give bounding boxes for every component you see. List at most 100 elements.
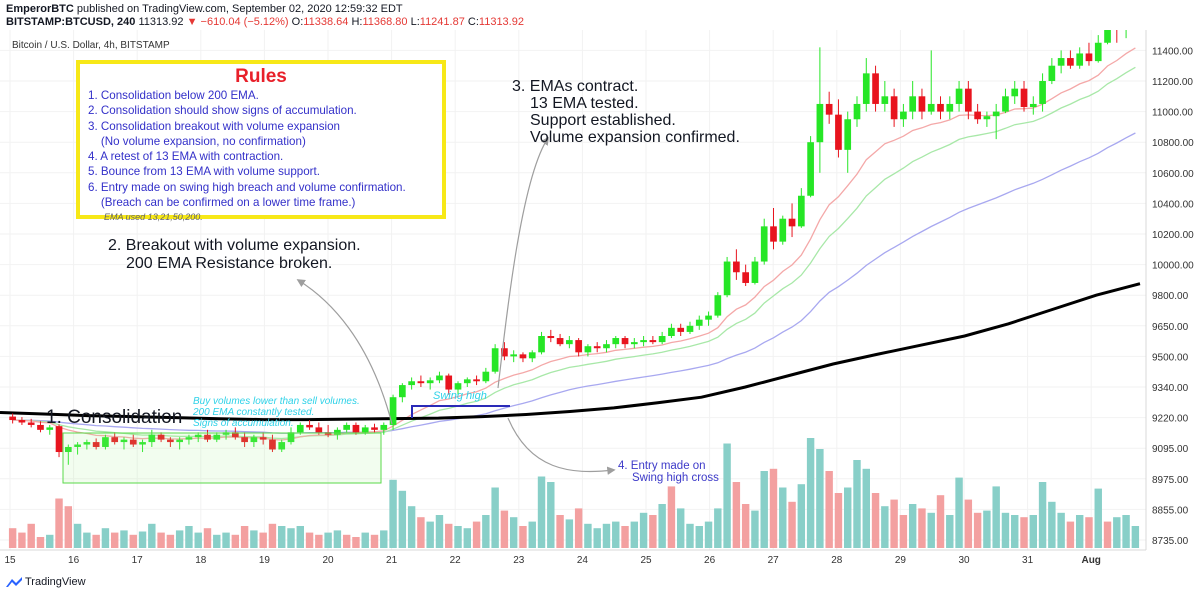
volume-bar bbox=[138, 531, 147, 548]
volume-bar bbox=[667, 486, 676, 548]
ema-note: EMA used 13,21,50,200. bbox=[104, 212, 203, 223]
y-tick-label: 9650.00 bbox=[1152, 322, 1189, 333]
breakout-label-1: 2. Breakout with volume expansion. bbox=[108, 237, 361, 254]
volume-bar bbox=[797, 484, 806, 548]
candle-body bbox=[83, 442, 91, 445]
candle-body bbox=[603, 344, 610, 349]
candle-body bbox=[1048, 65, 1056, 81]
x-tick-label: 21 bbox=[386, 555, 398, 566]
rule-line: 1. Consolidation below 200 EMA. bbox=[88, 89, 259, 102]
candle-body bbox=[779, 218, 787, 242]
y-tick-label: 9800.00 bbox=[1152, 291, 1189, 302]
candle-body bbox=[528, 352, 536, 359]
candle-body bbox=[55, 426, 63, 453]
candle-body bbox=[510, 354, 518, 357]
candle-body bbox=[519, 354, 527, 359]
volume-bar bbox=[612, 521, 620, 548]
volume-bar bbox=[964, 499, 973, 548]
candle-body bbox=[1039, 81, 1046, 104]
x-tick-label: 24 bbox=[577, 555, 589, 566]
candle-body bbox=[167, 439, 174, 443]
x-tick-label: 29 bbox=[895, 555, 907, 566]
volume-bar bbox=[110, 532, 119, 548]
candle-body bbox=[937, 103, 944, 112]
candle-body bbox=[371, 427, 378, 430]
x-tick-label: 16 bbox=[68, 555, 80, 566]
candle-body bbox=[417, 381, 425, 384]
author-name[interactable]: EmperorBTC bbox=[6, 3, 74, 15]
volume-bar bbox=[73, 523, 82, 548]
volume-bar bbox=[287, 528, 295, 548]
x-tick-label: Aug bbox=[1081, 555, 1100, 566]
volume-bar bbox=[946, 515, 954, 548]
volume-bar bbox=[352, 537, 360, 548]
volume-bar bbox=[380, 530, 388, 548]
candle-body bbox=[426, 380, 434, 384]
candle-body bbox=[946, 103, 954, 112]
volume-bar bbox=[630, 521, 639, 548]
volume-bar bbox=[222, 532, 230, 548]
candle-body bbox=[1011, 88, 1019, 97]
candle-body bbox=[231, 432, 239, 438]
tradingview-brand[interactable]: TradingView bbox=[25, 576, 86, 588]
candle-body bbox=[343, 424, 351, 430]
candle-body bbox=[185, 437, 193, 440]
candle-body bbox=[686, 325, 694, 332]
candle-body bbox=[194, 434, 202, 438]
candle-body bbox=[918, 96, 926, 112]
close-label: C: bbox=[467, 16, 479, 28]
candle-body bbox=[473, 379, 480, 382]
y-tick-label: 11000.00 bbox=[1152, 108, 1193, 119]
entry-label-2: Swing high cross bbox=[632, 472, 719, 484]
volume-bar bbox=[983, 510, 991, 548]
volume-bar bbox=[825, 471, 833, 548]
candle-body bbox=[148, 434, 156, 443]
volume-bar bbox=[250, 530, 258, 548]
y-tick-label: 9220.00 bbox=[1152, 414, 1189, 425]
candle-body bbox=[334, 429, 341, 435]
volume-bar bbox=[927, 512, 935, 548]
candle-body bbox=[825, 103, 833, 115]
buy-note-2: 200 EMA constantly tested. bbox=[193, 407, 315, 418]
y-tick-label: 10800.00 bbox=[1152, 138, 1194, 149]
candle-body bbox=[436, 375, 443, 381]
x-tick-label: 25 bbox=[640, 555, 652, 566]
volume-bar bbox=[175, 530, 184, 548]
volume-bar bbox=[714, 508, 722, 548]
candle-body bbox=[853, 103, 861, 120]
volume-bar bbox=[732, 482, 741, 548]
rule-line: 5. Bounce from 13 EMA with volume suppor… bbox=[88, 165, 320, 179]
y-tick-label: 11200.00 bbox=[1152, 77, 1193, 88]
volume-bar bbox=[528, 521, 536, 548]
ema-50-line bbox=[12, 132, 1136, 434]
candle-body bbox=[788, 218, 796, 227]
close-value: 11313.92 bbox=[478, 16, 524, 28]
volume-bar bbox=[315, 534, 323, 548]
candle-body bbox=[157, 434, 165, 440]
volume-bar bbox=[992, 486, 1000, 548]
volume-bar bbox=[639, 512, 648, 548]
candle-body bbox=[955, 88, 963, 104]
candle-body bbox=[760, 226, 768, 262]
volume-bar bbox=[918, 508, 926, 548]
volume-bar bbox=[751, 510, 759, 548]
candle-body bbox=[612, 338, 620, 345]
volume-bar bbox=[853, 460, 861, 548]
y-tick-label: 9340.00 bbox=[1152, 383, 1189, 394]
volume-bar bbox=[36, 537, 45, 548]
low-value: 11241.87 bbox=[419, 16, 465, 28]
volume-bar bbox=[741, 504, 750, 548]
buy-note-1: Buy volumes lower than sell volumes. bbox=[193, 396, 360, 407]
x-tick-label: 28 bbox=[831, 555, 843, 566]
emas-label-4: Volume expansion confirmed. bbox=[530, 129, 740, 146]
ema-13-line bbox=[12, 47, 1136, 441]
volume-bar bbox=[1131, 526, 1140, 548]
volume-bar bbox=[148, 523, 156, 548]
candle-body bbox=[296, 424, 304, 433]
candle-body bbox=[797, 195, 805, 227]
volume-bar bbox=[862, 468, 870, 548]
candle-body bbox=[241, 437, 248, 443]
candle-body bbox=[204, 434, 211, 440]
down-arrow-icon: ▼ bbox=[186, 16, 198, 28]
ema-200-line bbox=[0, 282, 1141, 422]
